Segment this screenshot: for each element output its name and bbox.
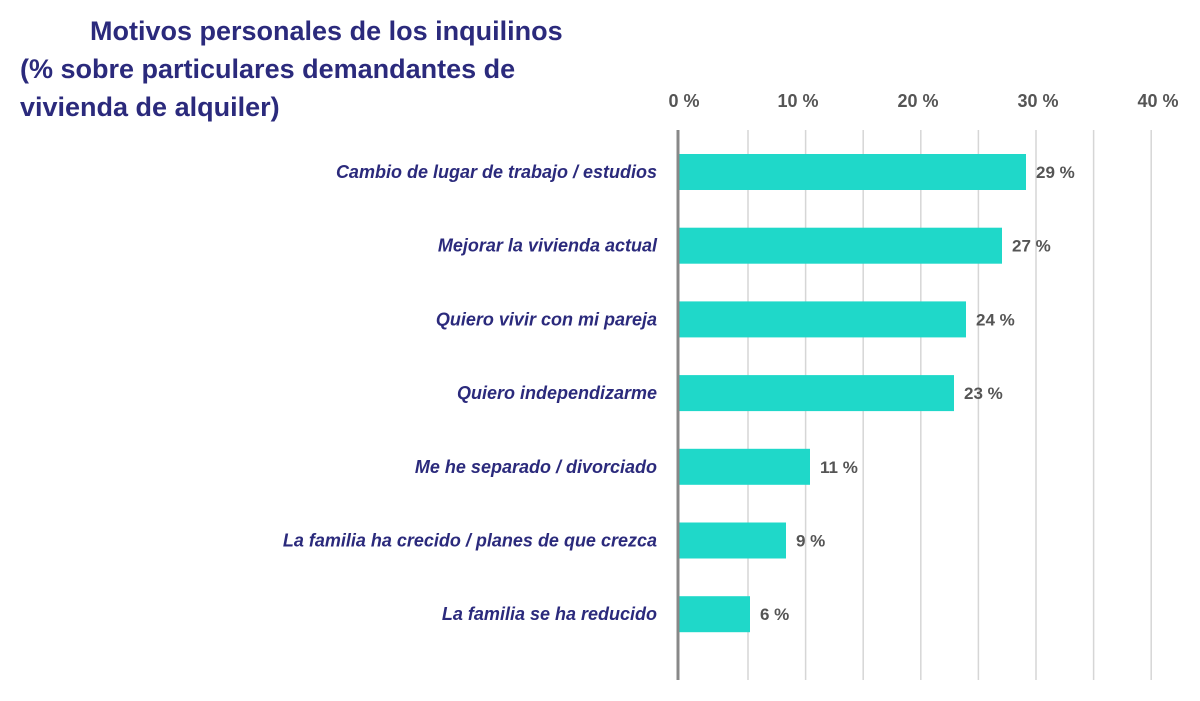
data-label: 6 %: [760, 605, 789, 624]
x-tick-label: 0 %: [668, 91, 699, 111]
x-tick-label: 40 %: [1137, 91, 1178, 111]
category-label: Quiero independizarme: [457, 383, 657, 403]
data-label: 29 %: [1036, 163, 1075, 182]
bar: [678, 154, 1026, 190]
bar: [678, 448, 810, 485]
data-label: 11 %: [820, 458, 858, 477]
bar: [678, 375, 954, 412]
category-label: La familia se ha reducido: [442, 604, 657, 624]
chart-title: Motivos personales de los inquilinos: [90, 16, 563, 46]
data-label: 24 %: [976, 310, 1015, 329]
bar: [678, 522, 786, 559]
x-tick-label: 30 %: [1017, 91, 1058, 111]
data-label: 27 %: [1012, 237, 1051, 256]
category-label: La familia ha crecido / planes de que cr…: [283, 531, 657, 551]
category-label: Quiero vivir con mi pareja: [436, 309, 657, 329]
data-label: 9 %: [796, 532, 825, 551]
bar: [678, 227, 1002, 264]
bar: [678, 596, 750, 633]
category-label: Cambio de lugar de trabajo / estudios: [336, 162, 657, 182]
chart-subtitle: (% sobre particulares demandantes de viv…: [20, 54, 516, 122]
category-label: Mejorar la vivienda actual: [438, 236, 658, 256]
bar: [678, 301, 966, 338]
x-tick-label: 20 %: [897, 91, 938, 111]
category-label: Me he separado / divorciado: [415, 457, 657, 477]
data-label: 23 %: [964, 384, 1003, 403]
x-tick-label: 10 %: [777, 91, 818, 111]
